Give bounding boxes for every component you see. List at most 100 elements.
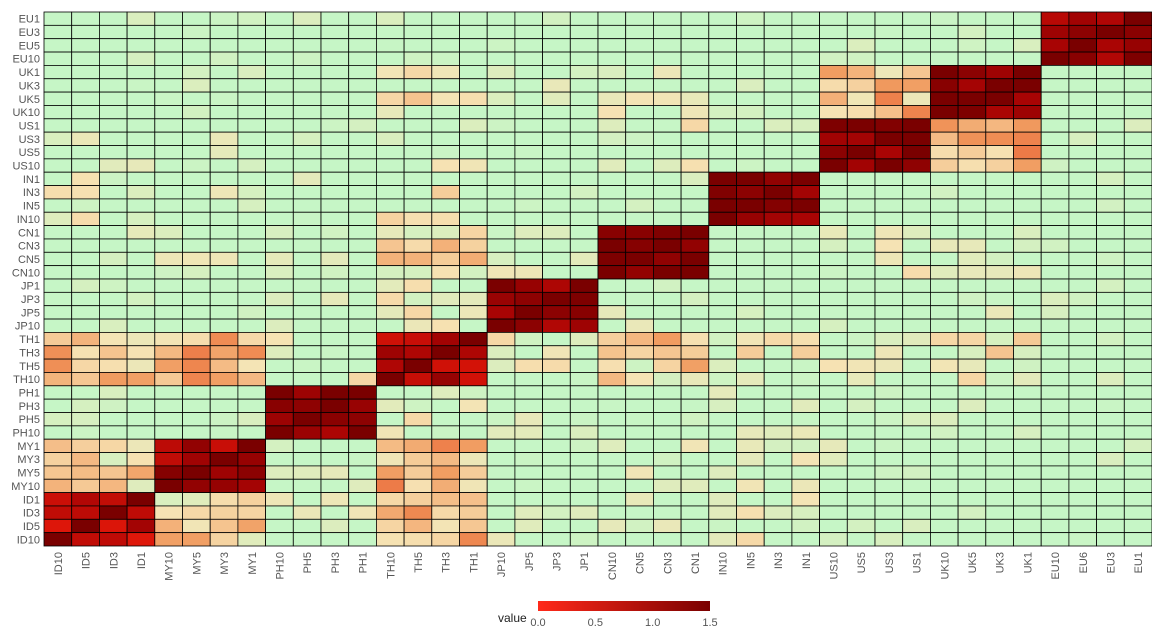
x-tick-label: JP1 [579, 552, 591, 571]
heatmap-cell [763, 331, 793, 347]
heatmap-cell [763, 225, 793, 240]
heatmap-cell [902, 492, 931, 507]
heatmap-cell [957, 385, 987, 400]
heatmap-cell [403, 91, 433, 106]
heatmap-cell [985, 412, 1014, 427]
heatmap-cell [736, 145, 765, 160]
heatmap-cell [237, 345, 266, 360]
heatmap-cell [985, 372, 1014, 387]
heatmap-cell [99, 518, 128, 534]
heatmap-cell [154, 171, 183, 186]
heatmap-cell [182, 211, 211, 227]
heatmap-cell [99, 51, 128, 66]
heatmap-cell [1123, 198, 1152, 213]
heatmap-cell [708, 398, 737, 413]
heatmap-cell [348, 171, 377, 186]
heatmap-cell [736, 398, 765, 413]
heatmap-cell [265, 225, 294, 240]
heatmap-cell [542, 145, 571, 160]
heatmap-cell [763, 11, 793, 26]
heatmap-cell [1096, 505, 1125, 520]
heatmap-cell [182, 131, 211, 146]
heatmap-cell [680, 425, 710, 440]
heatmap-cell [902, 518, 931, 534]
heatmap-cell [736, 238, 765, 253]
heatmap-cell [930, 118, 959, 133]
heatmap-cell [320, 305, 350, 320]
heatmap-cell [1013, 238, 1042, 253]
heatmap-cell [265, 345, 294, 360]
y-tick-label: UK1 [19, 67, 40, 79]
heatmap-cell [708, 305, 737, 320]
heatmap-cell [597, 438, 627, 453]
heatmap-cell [237, 372, 266, 387]
heatmap-cell [1123, 24, 1152, 40]
heatmap-cell [348, 118, 377, 133]
heatmap-cell [902, 38, 931, 53]
heatmap-cell [126, 118, 156, 133]
heatmap-cell [265, 505, 294, 520]
heatmap-cell [375, 465, 405, 480]
heatmap-cell [736, 11, 765, 26]
heatmap-cell [874, 198, 904, 213]
x-tick-label: PH1 [358, 552, 370, 573]
heatmap-cell [265, 198, 294, 213]
heatmap-cell [1096, 145, 1125, 160]
heatmap-cell [320, 11, 350, 26]
heatmap-cell [292, 238, 322, 253]
heatmap-cell [292, 24, 322, 40]
heatmap-cell [819, 91, 848, 106]
heatmap-cell [902, 105, 931, 120]
heatmap-cell [320, 158, 350, 173]
heatmap-cell [569, 198, 599, 213]
heatmap-cell [625, 452, 654, 467]
heatmap-cell [320, 345, 350, 360]
heatmap-cell [985, 492, 1014, 507]
heatmap-cell [819, 345, 848, 360]
heatmap-cell [1096, 131, 1125, 146]
heatmap-cell [209, 518, 239, 534]
heatmap-cell [486, 131, 516, 146]
heatmap-cell [1096, 532, 1125, 547]
heatmap-cell [99, 398, 128, 413]
heatmap-cell [459, 238, 488, 253]
heatmap-cell [320, 198, 350, 213]
heatmap-cell [763, 185, 793, 200]
heatmap-cell [209, 158, 239, 173]
heatmap-cell [763, 518, 793, 534]
heatmap-cell [403, 291, 433, 307]
heatmap-cell [846, 238, 876, 253]
heatmap-cell [736, 105, 765, 120]
heatmap-cell [182, 425, 211, 440]
heatmap-cell [348, 465, 377, 480]
heatmap-cell [348, 78, 377, 93]
heatmap-cell [71, 465, 100, 480]
heatmap-cell [957, 131, 987, 146]
heatmap-cell [320, 398, 350, 413]
y-tick-label: ID1 [23, 494, 40, 506]
heatmap-cell [680, 118, 710, 133]
heatmap-cell [237, 118, 266, 133]
heatmap-cell [791, 305, 821, 320]
heatmap-cell [763, 51, 793, 66]
heatmap-cell [653, 118, 682, 133]
heatmap-cell [736, 251, 765, 267]
heatmap-cell [1013, 51, 1042, 66]
heatmap-cell [653, 291, 682, 307]
heatmap-cell [459, 118, 488, 133]
heatmap-cell [708, 505, 737, 520]
heatmap-cell [348, 478, 377, 494]
heatmap-cell [209, 291, 239, 307]
heatmap-cell [542, 11, 571, 26]
heatmap-cell [375, 345, 405, 360]
heatmap-cell [846, 131, 876, 146]
heatmap-cell [763, 198, 793, 213]
heatmap-cell [597, 105, 627, 120]
heatmap-cell [403, 145, 433, 160]
heatmap-cell [320, 105, 350, 120]
heatmap-cell [957, 185, 987, 200]
heatmap-cell [653, 305, 682, 320]
heatmap-cell [292, 425, 322, 440]
heatmap-cell [126, 452, 156, 467]
heatmap-cell [569, 532, 599, 547]
